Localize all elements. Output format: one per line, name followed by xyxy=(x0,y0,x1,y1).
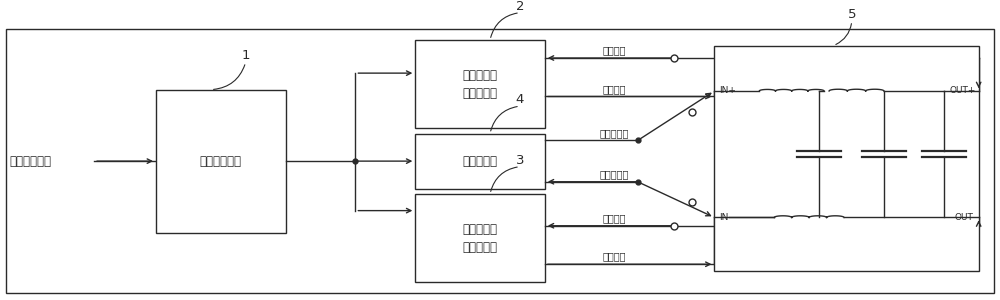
Text: 恒压源电路: 恒压源电路 xyxy=(463,154,498,168)
Text: 恒压输出正: 恒压输出正 xyxy=(600,128,629,138)
Bar xyxy=(415,40,545,128)
Text: 外部交流输入: 外部交流输入 xyxy=(9,154,51,168)
Text: OUT-: OUT- xyxy=(954,213,976,222)
Text: 恒流返回: 恒流返回 xyxy=(603,45,626,55)
Text: IN+: IN+ xyxy=(719,86,736,95)
Text: 恒流输出: 恒流输出 xyxy=(603,84,626,94)
Text: 2: 2 xyxy=(516,0,524,13)
Text: 恒流输出: 恒流输出 xyxy=(603,251,626,262)
Text: OUT+: OUT+ xyxy=(949,86,976,95)
Text: 隔离供电电路: 隔离供电电路 xyxy=(200,154,242,168)
Bar xyxy=(156,90,286,232)
Bar xyxy=(714,46,979,271)
Text: 4: 4 xyxy=(516,93,524,106)
Bar xyxy=(415,134,545,189)
Text: 5: 5 xyxy=(848,8,856,21)
Text: 3: 3 xyxy=(516,154,524,166)
Text: 恒压输出负: 恒压输出负 xyxy=(600,169,629,179)
Text: 1: 1 xyxy=(241,49,250,62)
Text: 第二负反馈
恒流源电路: 第二负反馈 恒流源电路 xyxy=(463,223,498,254)
Text: 恒流返回: 恒流返回 xyxy=(603,213,626,223)
Text: 第一负反馈
恒流源电路: 第一负反馈 恒流源电路 xyxy=(463,69,498,100)
Bar xyxy=(415,194,545,282)
Text: IN-: IN- xyxy=(719,213,732,222)
